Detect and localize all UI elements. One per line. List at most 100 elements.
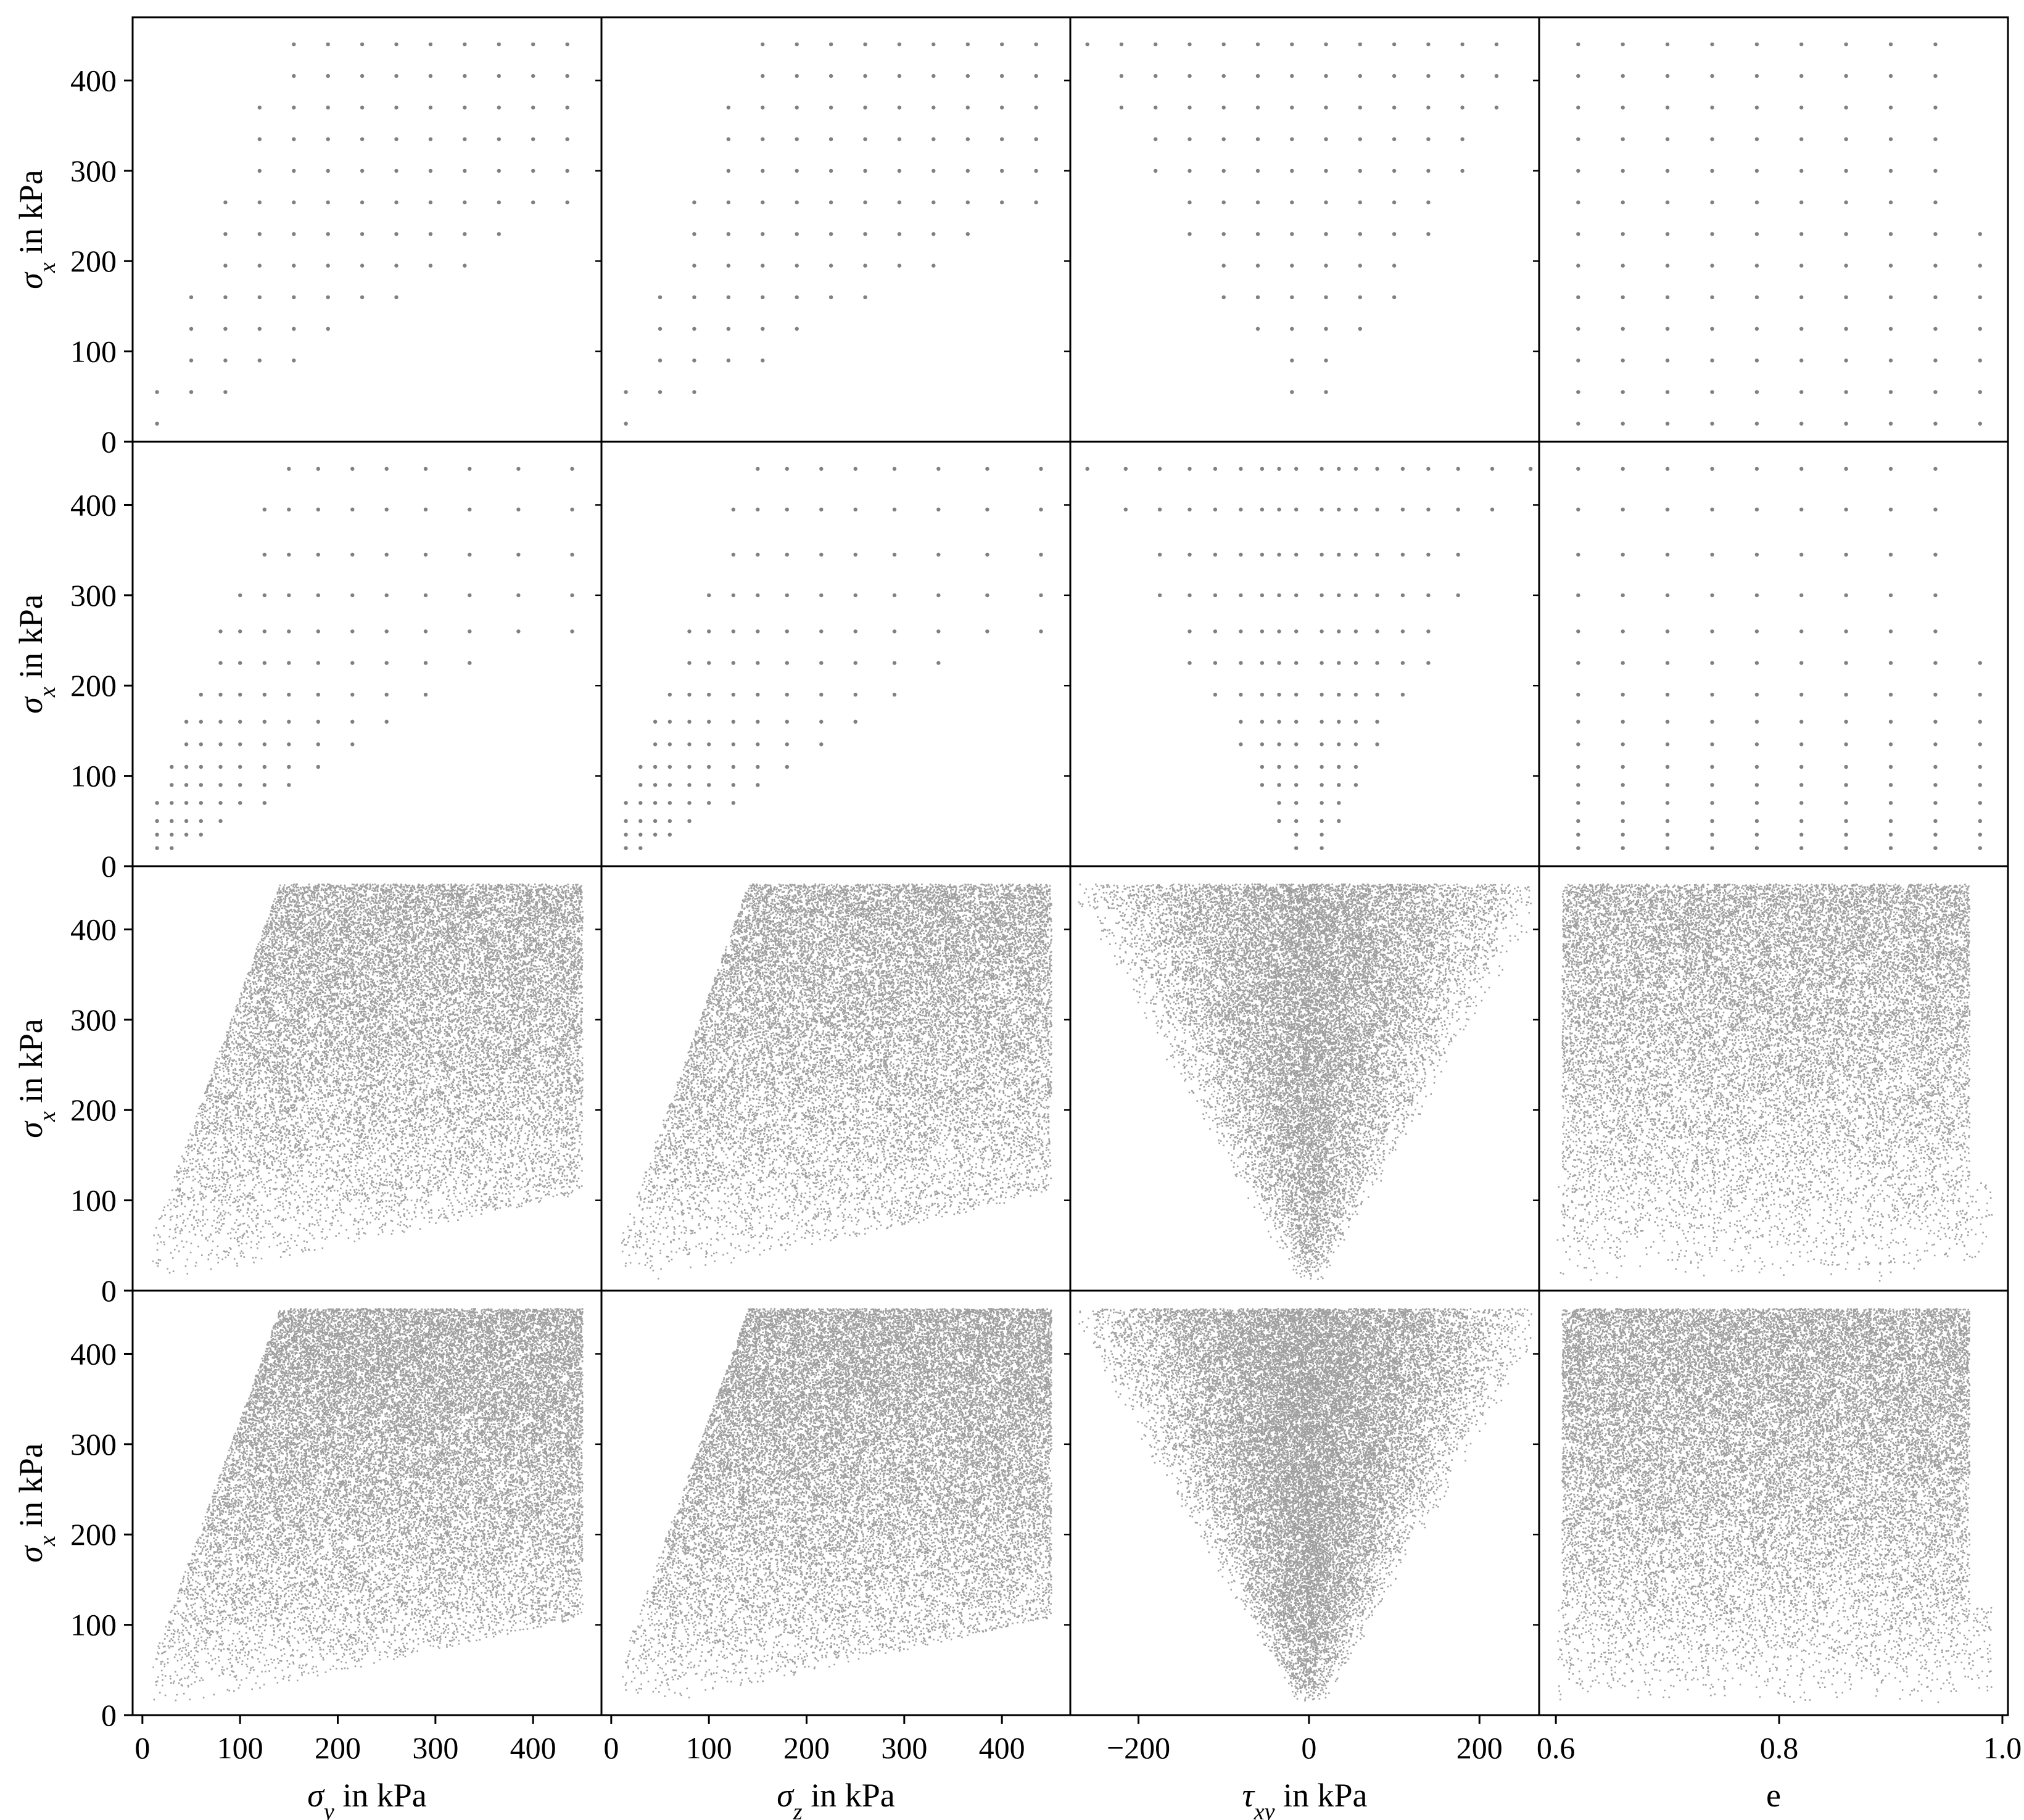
- data-point: [223, 295, 228, 299]
- data-point: [653, 783, 658, 787]
- data-point: [761, 358, 765, 363]
- data-point: [384, 661, 389, 665]
- data-point: [1933, 200, 1938, 205]
- data-point: [1375, 719, 1379, 724]
- data-point: [1710, 390, 1714, 394]
- data-point: [761, 200, 765, 205]
- data-point: [1844, 801, 1848, 805]
- data-point: [1576, 764, 1580, 769]
- data-point: [1392, 232, 1397, 236]
- data-point: [819, 629, 824, 634]
- data-point: [1799, 358, 1804, 363]
- data-point: [287, 507, 291, 511]
- data-point: [1426, 552, 1431, 557]
- data-point: [350, 692, 355, 697]
- data-point: [326, 168, 330, 173]
- data-point: [1665, 358, 1670, 363]
- data-point: [1085, 42, 1089, 47]
- data-point: [1255, 326, 1260, 331]
- data-points-cloud: [152, 1308, 584, 1702]
- data-point: [1799, 263, 1804, 268]
- data-point: [1188, 105, 1192, 110]
- data-point: [516, 507, 521, 511]
- data-point: [1844, 783, 1848, 787]
- data-point: [1239, 466, 1243, 471]
- data-point: [1933, 552, 1938, 557]
- data-point: [1358, 200, 1362, 205]
- data-point: [218, 742, 223, 747]
- data-point: [1294, 742, 1299, 747]
- data-point: [638, 819, 643, 824]
- data-point: [1337, 661, 1341, 665]
- data-point: [1320, 719, 1324, 724]
- data-point: [1239, 507, 1243, 511]
- data-point: [936, 552, 941, 557]
- x-tick-label: 200: [783, 1731, 830, 1765]
- data-point: [687, 801, 692, 805]
- data-point: [1665, 719, 1670, 724]
- data-point: [1337, 507, 1341, 511]
- data-point: [155, 832, 159, 837]
- data-point: [1320, 593, 1324, 598]
- data-point: [1888, 507, 1893, 511]
- data-point: [1324, 137, 1328, 141]
- data-point: [756, 593, 760, 598]
- x-tick-label: 100: [686, 1731, 732, 1765]
- data-point: [1844, 466, 1848, 471]
- data-point: [570, 629, 574, 634]
- data-point: [892, 466, 897, 471]
- data-point: [1978, 783, 1982, 787]
- data-point: [1353, 692, 1358, 697]
- data-point: [1754, 832, 1759, 837]
- data-point: [1710, 232, 1714, 236]
- data-point: [756, 552, 760, 557]
- data-point: [1710, 263, 1714, 268]
- data-point: [287, 593, 291, 598]
- data-point: [463, 42, 467, 47]
- data-points-cloud: [1078, 1308, 1532, 1702]
- data-point: [1337, 719, 1341, 724]
- data-point: [1294, 783, 1299, 787]
- data-point: [1978, 764, 1982, 769]
- data-point: [624, 421, 628, 426]
- data-point: [965, 200, 970, 205]
- y-tick-label: 300: [70, 1427, 117, 1462]
- data-point: [497, 73, 501, 78]
- data-point: [667, 742, 672, 747]
- data-point: [761, 232, 765, 236]
- data-point: [1933, 168, 1938, 173]
- data-point: [897, 263, 902, 268]
- data-point: [795, 232, 799, 236]
- data-point: [1290, 168, 1294, 173]
- data-point: [1034, 137, 1038, 141]
- data-point: [1119, 73, 1124, 78]
- data-point: [1888, 629, 1893, 634]
- data-point: [795, 263, 799, 268]
- data-point: [624, 801, 628, 805]
- data-point: [1576, 105, 1580, 110]
- data-point: [257, 263, 262, 268]
- data-point: [1400, 552, 1405, 557]
- data-point: [1221, 200, 1226, 205]
- data-point: [384, 507, 389, 511]
- y-tick-label: 0: [101, 1698, 117, 1732]
- data-point: [292, 42, 296, 47]
- x-tick-label: 0: [603, 1731, 619, 1765]
- data-point: [1710, 819, 1714, 824]
- data-point: [931, 200, 936, 205]
- data-point: [218, 783, 223, 787]
- data-point: [756, 742, 760, 747]
- data-point: [1188, 168, 1192, 173]
- data-point: [1294, 661, 1299, 665]
- data-point: [892, 661, 897, 665]
- data-point: [1888, 742, 1893, 747]
- data-point: [731, 764, 736, 769]
- y-tick-label: 200: [70, 1517, 117, 1552]
- data-point: [731, 783, 736, 787]
- data-point: [707, 629, 711, 634]
- data-point: [184, 719, 189, 724]
- panel-frame: [1538, 441, 2009, 867]
- data-point: [1213, 593, 1218, 598]
- data-point: [1978, 358, 1982, 363]
- data-point: [497, 168, 501, 173]
